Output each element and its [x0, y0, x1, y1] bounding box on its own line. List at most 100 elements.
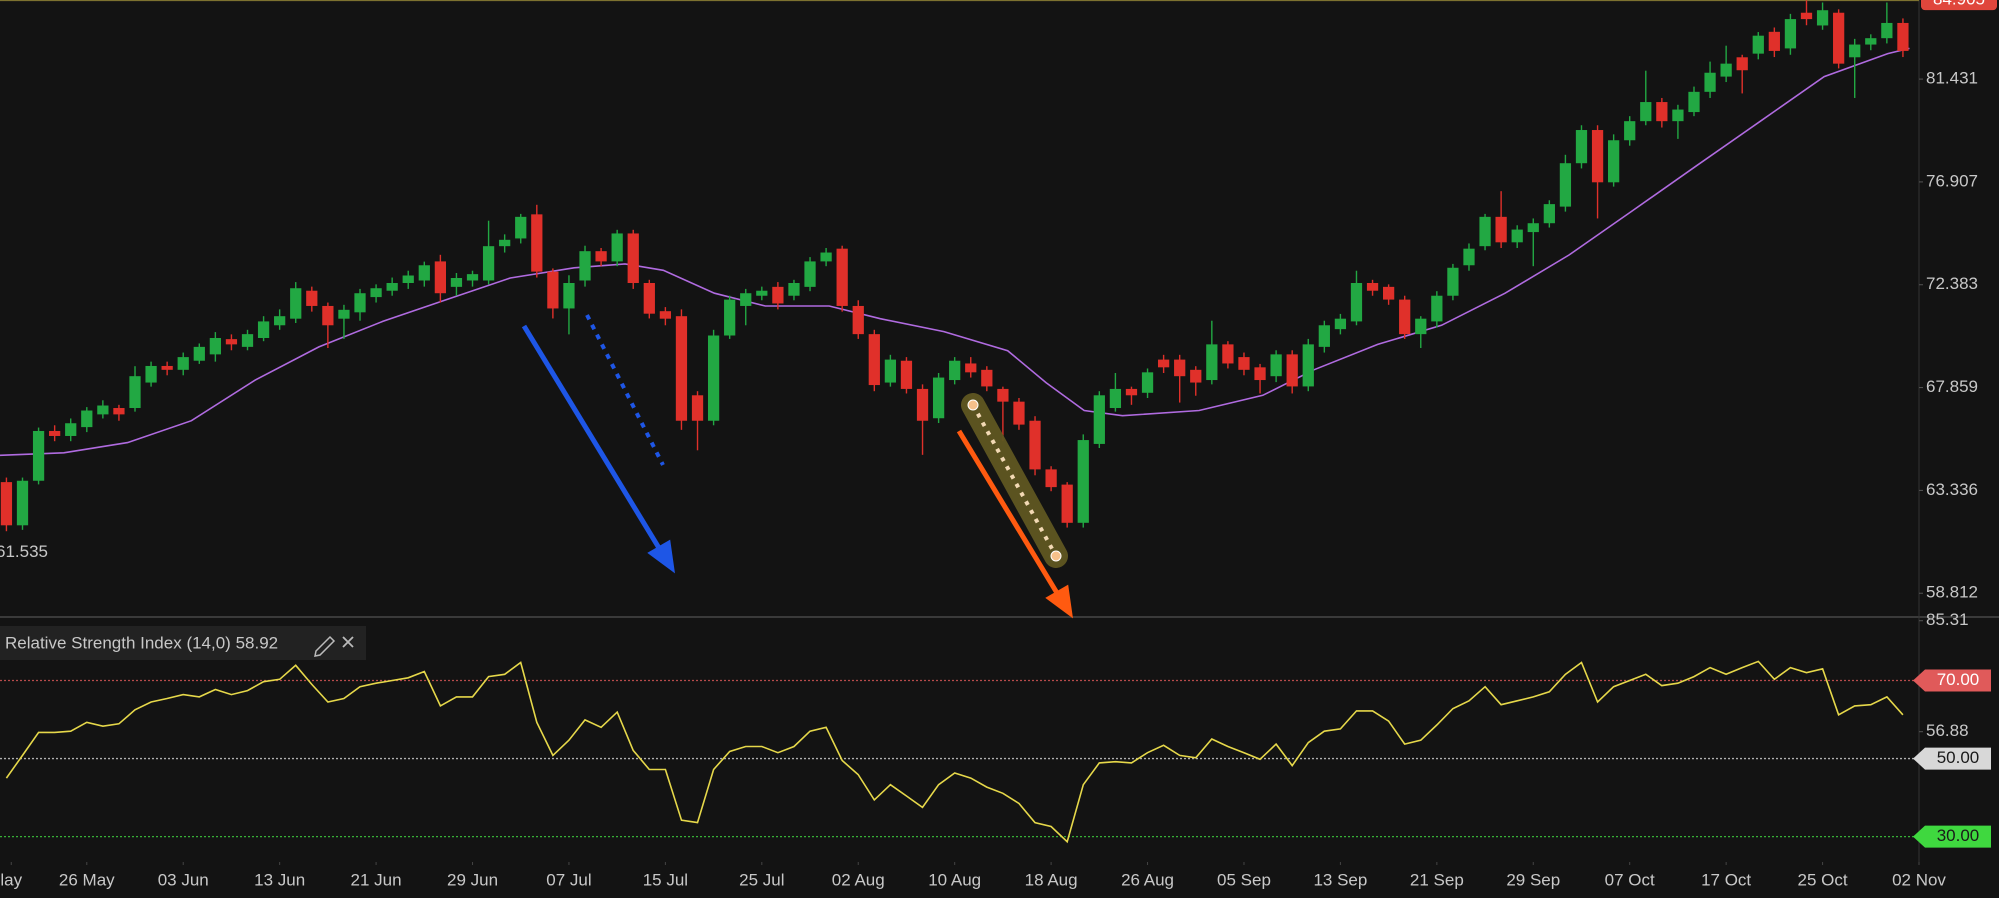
- candle-body: [1157, 359, 1170, 368]
- candle-body: [1575, 130, 1588, 164]
- level-badge: [1913, 747, 1991, 770]
- level-label: 70.00: [1937, 670, 1980, 689]
- candle-body: [129, 376, 141, 409]
- close-icon[interactable]: [342, 636, 354, 648]
- x-tick-label: 13 Sep: [1313, 870, 1367, 889]
- candle-body: [1768, 31, 1780, 51]
- rsi-title: Relative Strength Index (14,0) 58.92: [5, 633, 278, 652]
- candle-body: [1800, 12, 1813, 20]
- candle-body: [209, 338, 221, 355]
- low-price-label: 61.535: [0, 542, 48, 561]
- candle-body: [1238, 357, 1250, 370]
- candle-body: [1174, 359, 1186, 377]
- candle-body: [274, 316, 286, 326]
- candle-body: [740, 293, 752, 306]
- x-tick-label: 29 Sep: [1506, 870, 1560, 889]
- moving-average: [0, 47, 1910, 457]
- candle-body: [1865, 38, 1877, 45]
- candle-body: [1463, 248, 1475, 266]
- level-label: 30.00: [1937, 826, 1980, 845]
- candle-body: [1511, 229, 1523, 243]
- candle-body: [1656, 102, 1668, 122]
- rsi-line: [5, 660, 1904, 844]
- legend-box: [0, 626, 366, 660]
- candle-body: [659, 311, 672, 319]
- candle-body: [772, 286, 784, 304]
- candle-body: [241, 334, 254, 347]
- candle-body: [370, 288, 382, 298]
- last-price-badge: [1921, 0, 1997, 11]
- y-tick-label: 56.88: [1926, 721, 1969, 740]
- candle-body: [418, 265, 430, 281]
- candle-body: [1093, 395, 1105, 444]
- trend-line-dotted[interactable]: [971, 404, 1058, 557]
- x-tick-label: 17 Oct: [1701, 870, 1751, 889]
- y-tick-label: 76.907: [1926, 171, 1978, 190]
- drawings: [521, 314, 1073, 619]
- candle-body: [1559, 163, 1572, 207]
- candle-body: [434, 261, 446, 294]
- candle-body: [627, 233, 639, 283]
- candle-body: [1897, 22, 1909, 51]
- candle-body: [177, 357, 189, 370]
- candle-body: [563, 282, 575, 309]
- candle-body: [225, 339, 238, 345]
- candle-body: [322, 305, 334, 326]
- candle-body: [1624, 121, 1636, 141]
- x-tick-label: 07 Oct: [1605, 870, 1655, 889]
- last-price-label: 84.905: [1933, 0, 1985, 9]
- candle-body: [965, 363, 977, 373]
- edit-icon[interactable]: [314, 635, 336, 657]
- candle-body: [820, 252, 832, 262]
- y-tick-label: 58.812: [1926, 583, 1978, 602]
- price-pane: 61.535: [0, 0, 1919, 561]
- candle-body: [1833, 12, 1845, 64]
- candle-body: [1640, 102, 1652, 122]
- candle-body: [1527, 223, 1539, 233]
- candle-body: [804, 261, 816, 287]
- candle-body: [499, 239, 511, 247]
- x-tick-label: 02 Aug: [832, 870, 885, 889]
- arrow-head: [647, 539, 675, 574]
- candle-body: [1061, 484, 1073, 523]
- candle-body: [515, 216, 527, 239]
- candle-body: [1431, 295, 1443, 322]
- handle[interactable]: [967, 399, 979, 411]
- x-tick-label: 21 Sep: [1410, 870, 1464, 889]
- level-label: 50.00: [1937, 748, 1980, 767]
- candle-body: [354, 293, 366, 313]
- candle-body: [1125, 388, 1138, 396]
- x-tick-label: 25 Jul: [739, 870, 784, 889]
- x-tick-label: 29 Jun: [447, 870, 498, 889]
- candle-body: [1608, 140, 1620, 183]
- candle-body: [643, 282, 655, 314]
- candle-body: [852, 305, 864, 335]
- x-tick-label: 26 Aug: [1121, 870, 1174, 889]
- x-tick-label: 07 Jul: [546, 870, 591, 889]
- candle-body: [161, 365, 173, 370]
- trend-arrow[interactable]: [956, 429, 1060, 595]
- candle-body: [932, 377, 945, 419]
- y-tick-label: 72.383: [1926, 274, 1978, 293]
- level-badge: [1913, 825, 1991, 848]
- candle-body: [1495, 216, 1507, 243]
- candle-body: [981, 369, 993, 387]
- candle-body: [1382, 286, 1395, 300]
- candle-body: [579, 251, 591, 281]
- candle-body: [1077, 440, 1089, 523]
- candle-body: [1013, 401, 1025, 425]
- x-tick-label: 26 May: [59, 870, 115, 889]
- candle-body: [1109, 388, 1122, 409]
- candle-body: [16, 480, 29, 526]
- candle-body: [1591, 130, 1604, 183]
- candle-body: [97, 405, 109, 415]
- y-tick-label: 81.431: [1926, 69, 1978, 88]
- trend-arrow[interactable]: [521, 324, 662, 550]
- y-tick-label: 85.31: [1926, 610, 1969, 629]
- candle-body: [1849, 44, 1861, 58]
- candle-body: [675, 316, 688, 421]
- x-tick-label: 02 Nov: [1892, 870, 1946, 889]
- handle[interactable]: [1050, 550, 1062, 562]
- x-tick-label: 10 Aug: [928, 870, 981, 889]
